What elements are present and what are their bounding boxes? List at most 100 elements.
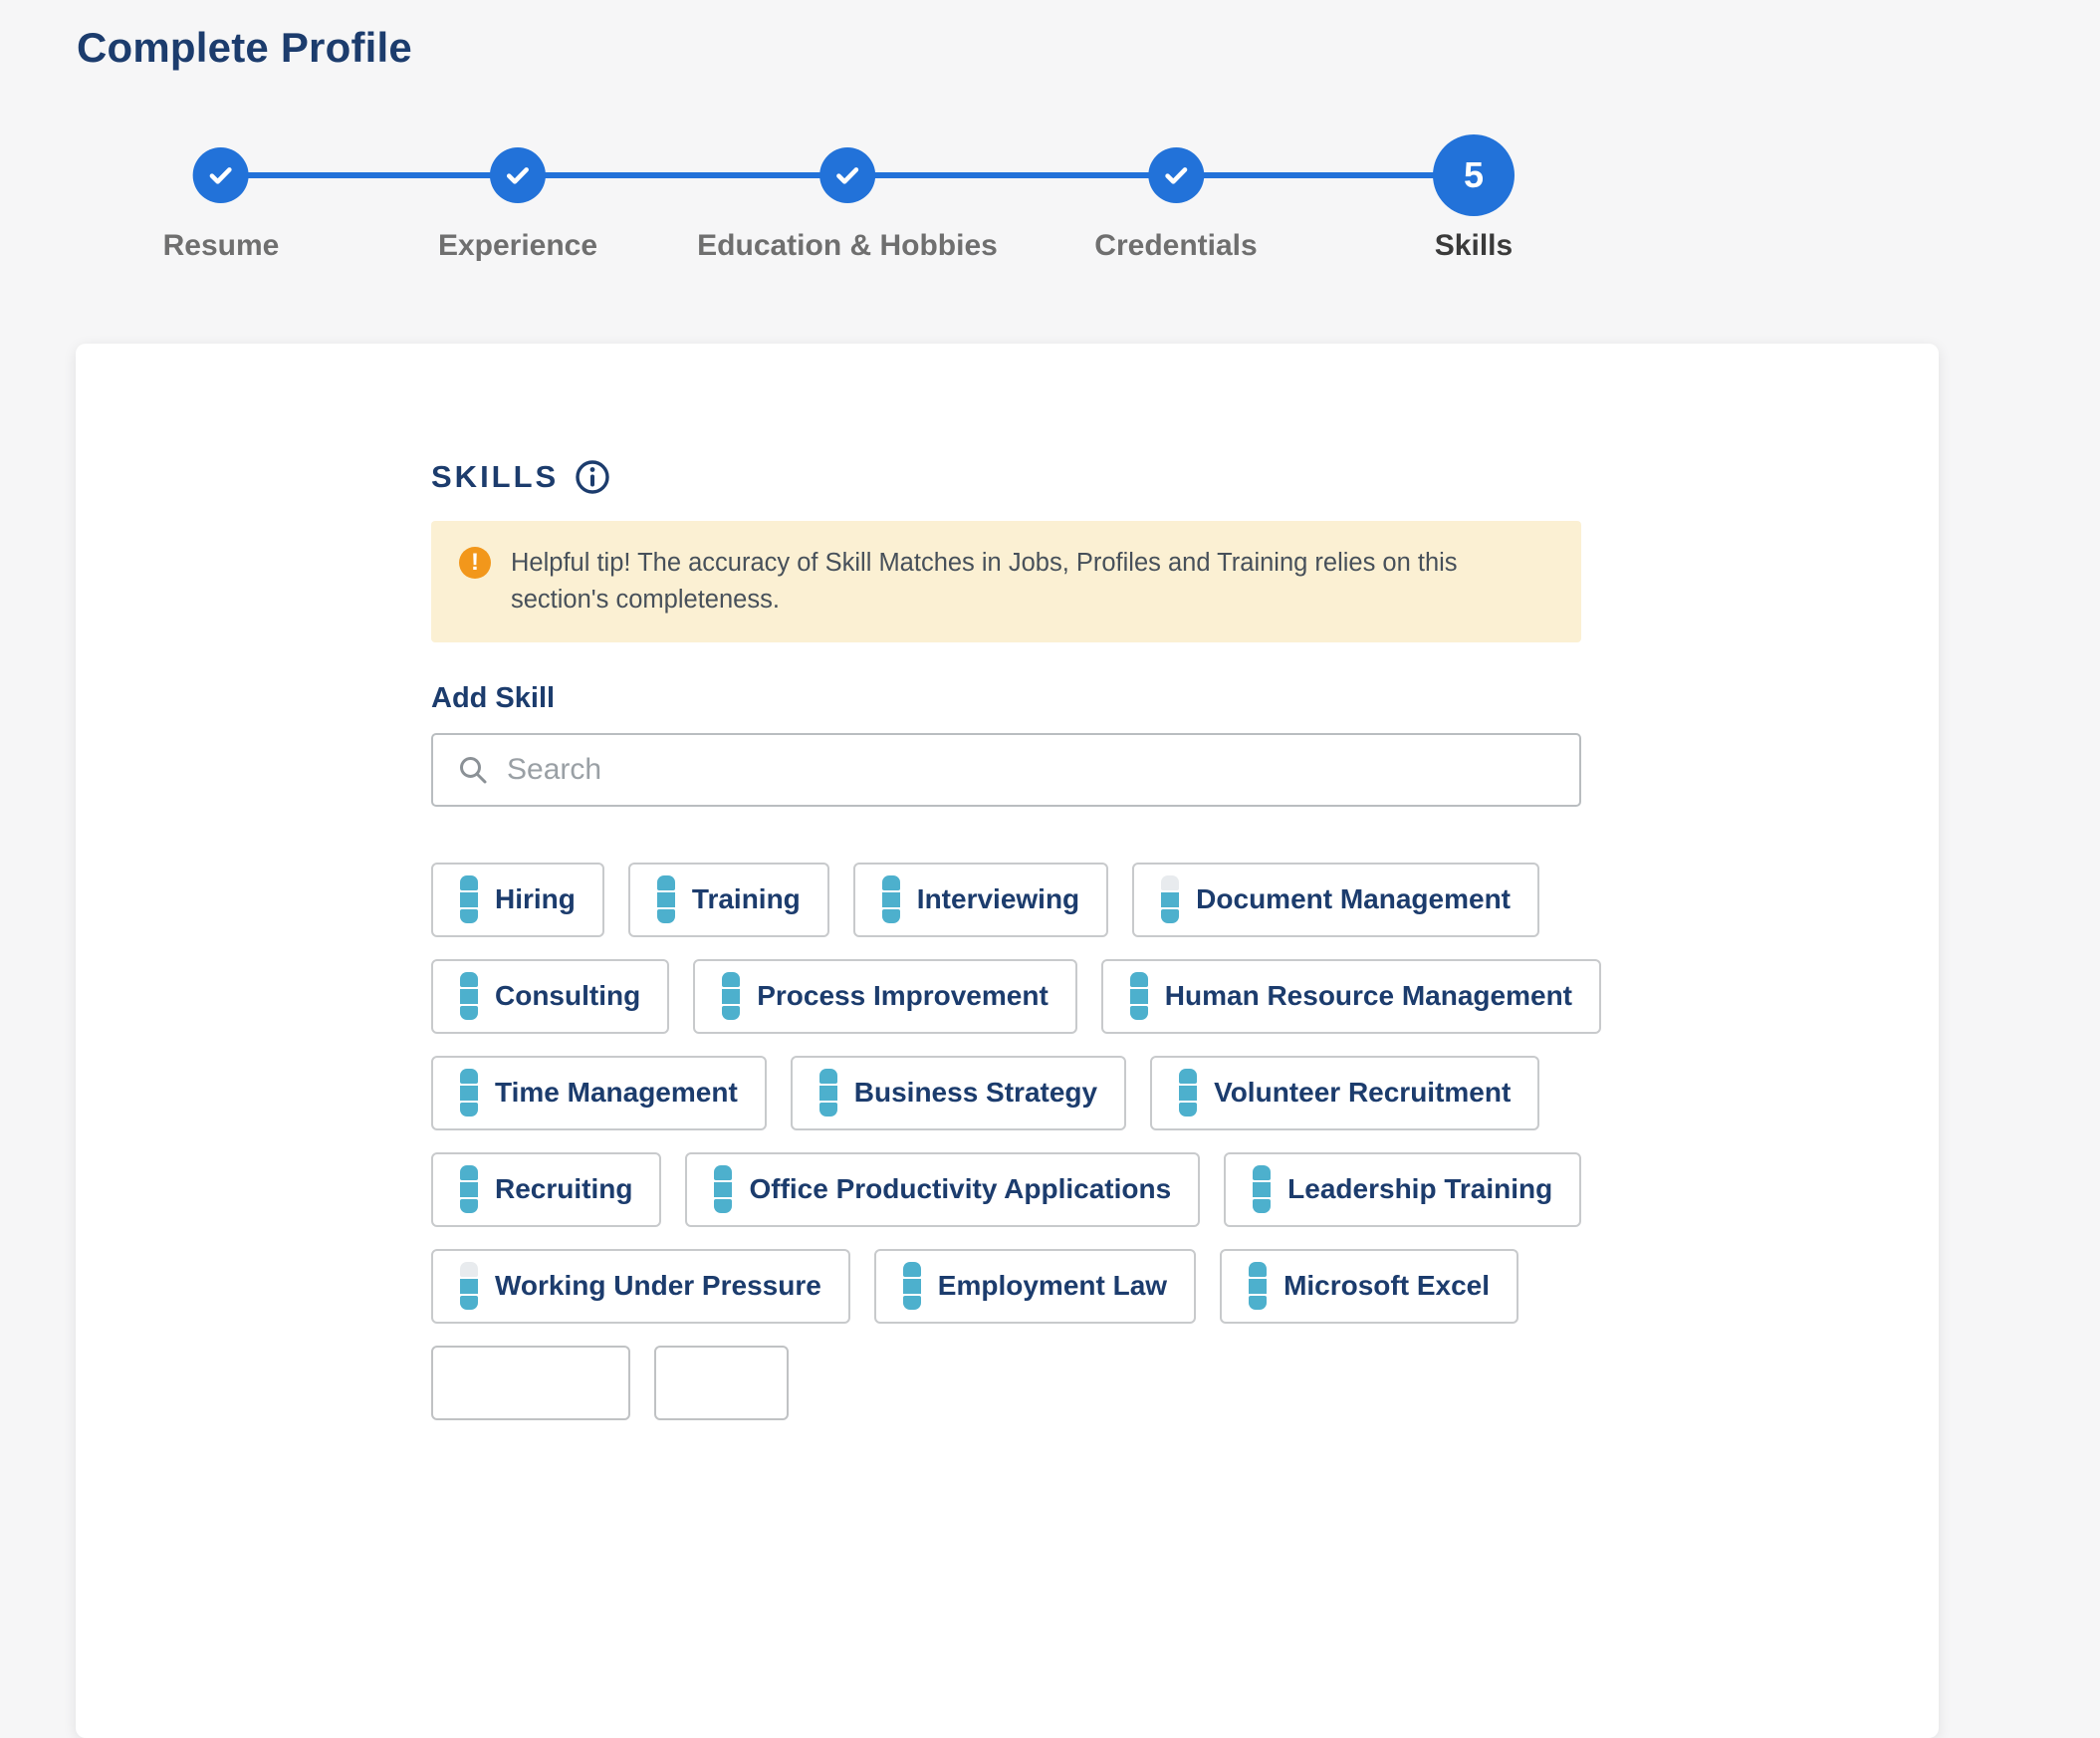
level-segment — [818, 1069, 837, 1085]
level-segment — [1249, 1295, 1268, 1311]
skill-chip[interactable]: Volunteer Recruitment — [1150, 1055, 1540, 1130]
skill-level-icon — [1179, 1069, 1198, 1117]
skill-chip[interactable]: Leadership Training — [1224, 1151, 1582, 1227]
step-circle[interactable] — [819, 147, 875, 203]
level-segment — [656, 892, 675, 907]
skill-chip[interactable]: Process Improvement — [693, 958, 1077, 1034]
step-label: Resume — [162, 229, 280, 262]
skill-chip[interactable]: Time Management — [431, 1055, 767, 1130]
level-segment — [1249, 1279, 1268, 1294]
skill-level-icon — [460, 875, 478, 924]
level-segment — [460, 1295, 478, 1311]
level-segment — [1249, 1262, 1268, 1278]
level-segment — [1179, 1069, 1198, 1085]
level-segment — [460, 875, 478, 891]
skill-level-icon — [656, 875, 675, 924]
level-segment — [460, 1005, 478, 1021]
stepper-step[interactable]: Experience — [438, 108, 597, 263]
skill-chip[interactable] — [431, 1345, 630, 1420]
level-segment — [1161, 875, 1180, 891]
skill-label: Interviewing — [916, 883, 1080, 915]
level-segment — [460, 1182, 478, 1197]
level-segment — [1129, 1005, 1148, 1021]
skill-level-icon — [722, 972, 741, 1021]
skill-chip[interactable]: Document Management — [1132, 862, 1539, 937]
skill-level-icon — [1253, 1165, 1272, 1214]
skill-label: Consulting — [495, 980, 641, 1012]
level-segment — [1179, 1102, 1198, 1117]
step-circle[interactable] — [490, 147, 546, 203]
skill-label: Process Improvement — [757, 980, 1049, 1012]
profile-form-card: SKILLS ! Helpful tip! The accuracy of Sk… — [76, 344, 1939, 1738]
skill-level-icon — [714, 1165, 733, 1214]
level-segment — [818, 1086, 837, 1101]
skill-label: Document Management — [1196, 883, 1511, 915]
skill-chip[interactable]: Employment Law — [873, 1248, 1197, 1324]
level-segment — [1253, 1182, 1272, 1197]
level-segment — [460, 1086, 478, 1101]
step-label: Credentials — [1094, 229, 1258, 262]
search-icon — [460, 756, 487, 784]
level-segment — [656, 908, 675, 924]
skill-search-input[interactable] — [507, 752, 1555, 787]
skill-chip[interactable]: Recruiting — [431, 1151, 662, 1227]
skill-label: Recruiting — [495, 1173, 633, 1205]
level-segment — [818, 1102, 837, 1117]
skill-chip-list: Hiring Training Interviewing Document Ma… — [431, 862, 1601, 1420]
level-segment — [714, 1165, 733, 1181]
level-segment — [460, 1165, 478, 1181]
skill-chip[interactable]: Working Under Pressure — [431, 1248, 850, 1324]
skill-search-box[interactable] — [431, 732, 1581, 807]
step-circle[interactable] — [193, 147, 249, 203]
skill-chip[interactable]: Microsoft Excel — [1220, 1248, 1519, 1324]
skill-label: Working Under Pressure — [495, 1270, 821, 1302]
level-segment — [460, 892, 478, 907]
level-segment — [460, 1279, 478, 1294]
stepper-step[interactable]: 5 Skills — [1433, 108, 1515, 263]
skill-label: Human Resource Management — [1164, 980, 1572, 1012]
level-segment — [1253, 1198, 1272, 1214]
level-segment — [460, 1198, 478, 1214]
skill-chip[interactable]: Interviewing — [852, 862, 1109, 937]
helpful-tip-banner: ! Helpful tip! The accuracy of Skill Mat… — [431, 521, 1581, 642]
skill-chip[interactable]: Human Resource Management — [1100, 958, 1601, 1034]
level-segment — [714, 1198, 733, 1214]
step-circle[interactable] — [1147, 147, 1204, 203]
stepper-step[interactable]: Resume — [162, 108, 280, 263]
skill-chip[interactable]: Hiring — [431, 862, 604, 937]
level-segment — [722, 989, 741, 1004]
info-circle-icon[interactable] — [575, 459, 610, 495]
skill-chip[interactable]: Office Productivity Applications — [685, 1151, 1201, 1227]
skill-label: Microsoft Excel — [1283, 1270, 1491, 1302]
skill-chip[interactable]: Consulting — [431, 958, 670, 1034]
add-skill-label: Add Skill — [431, 681, 556, 714]
level-segment — [460, 1102, 478, 1117]
level-segment — [722, 1005, 741, 1021]
level-segment — [1129, 972, 1148, 988]
exclamation-circle-icon: ! — [459, 547, 491, 579]
skill-label: Office Productivity Applications — [749, 1173, 1172, 1205]
level-segment — [1253, 1165, 1272, 1181]
step-circle[interactable]: 5 — [1433, 134, 1515, 216]
level-segment — [1161, 892, 1180, 907]
stepper-step[interactable]: Credentials — [1094, 108, 1258, 263]
level-segment — [881, 908, 900, 924]
level-segment — [722, 972, 741, 988]
level-segment — [1179, 1086, 1198, 1101]
level-segment — [902, 1295, 921, 1311]
skill-label: Time Management — [495, 1077, 738, 1109]
skill-chip[interactable] — [654, 1345, 789, 1420]
skill-chip[interactable]: Business Strategy — [790, 1055, 1127, 1130]
level-segment — [881, 875, 900, 891]
skill-label: Employment Law — [937, 1270, 1168, 1302]
stepper-step[interactable]: Education & Hobbies — [697, 108, 998, 263]
skill-label: Volunteer Recruitment — [1214, 1077, 1512, 1109]
level-segment — [460, 1069, 478, 1085]
level-segment — [460, 989, 478, 1004]
skill-label: Leadership Training — [1287, 1173, 1553, 1205]
skill-level-icon — [460, 1165, 478, 1214]
skill-level-icon — [818, 1069, 837, 1117]
skill-chip[interactable]: Training — [627, 862, 829, 937]
level-segment — [1129, 989, 1148, 1004]
skills-section-heading: SKILLS — [431, 459, 560, 494]
